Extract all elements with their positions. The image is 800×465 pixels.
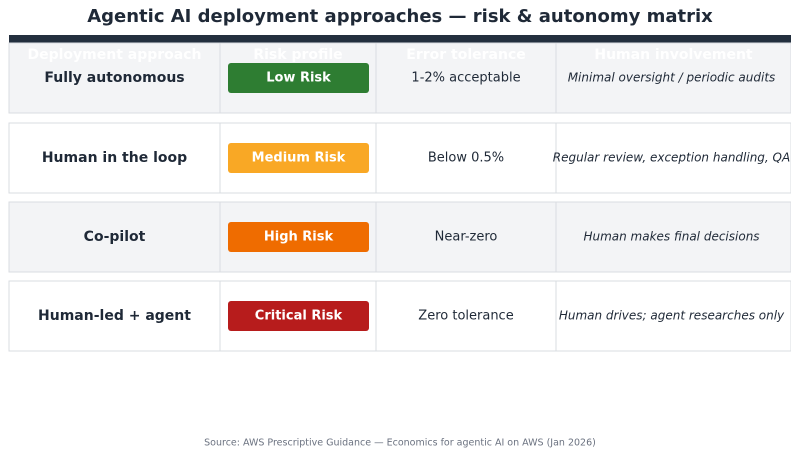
approach: Fully autonomous [44,70,184,86]
error-tolerance: Near-zero [435,230,498,245]
human-involvement: Human makes final decisions [583,230,759,244]
cell [555,280,791,352]
cell [375,42,557,114]
cell [8,122,221,194]
cell [555,122,791,194]
cell [8,42,221,114]
cell [555,42,791,114]
column-header: Risk profile [253,47,342,63]
cell [375,122,557,194]
risk-label: Medium Risk [252,151,346,166]
risk-badge [228,301,369,331]
human-involvement: Minimal oversight / periodic audits [568,71,776,85]
human-involvement: Regular review, exception handling, QA [553,151,790,165]
title: Agentic AI deployment approaches — risk … [87,6,713,27]
risk-badge [228,222,369,252]
risk-label: Low Risk [266,71,331,86]
error-tolerance: Zero tolerance [418,309,513,324]
cell [555,201,791,273]
error-tolerance: 1-2% acceptable [411,71,520,86]
column-header: Error tolerance [406,47,526,63]
human-involvement: Human drives; agent researches only [559,309,785,323]
error-tolerance: Below 0.5% [428,151,504,166]
risk-label: High Risk [264,230,334,245]
cell [375,201,557,273]
source: Source: AWS Prescriptive Guidance — Econ… [204,438,596,449]
cell [8,201,221,273]
table: Fully autonomous Low Risk 1-2% acceptable M… [8,35,791,352]
approach: Human in the loop [42,150,187,166]
cell [8,280,221,352]
risk-badge [228,143,369,173]
approach: Co-pilot [84,229,146,245]
column-header: Human involvement [594,47,753,63]
risk-label: Critical Risk [255,309,343,324]
risk-badge [228,63,369,93]
approach: Human-led + agent [38,308,191,324]
column-header: Deployment approach [27,47,201,63]
header-band [9,35,791,43]
